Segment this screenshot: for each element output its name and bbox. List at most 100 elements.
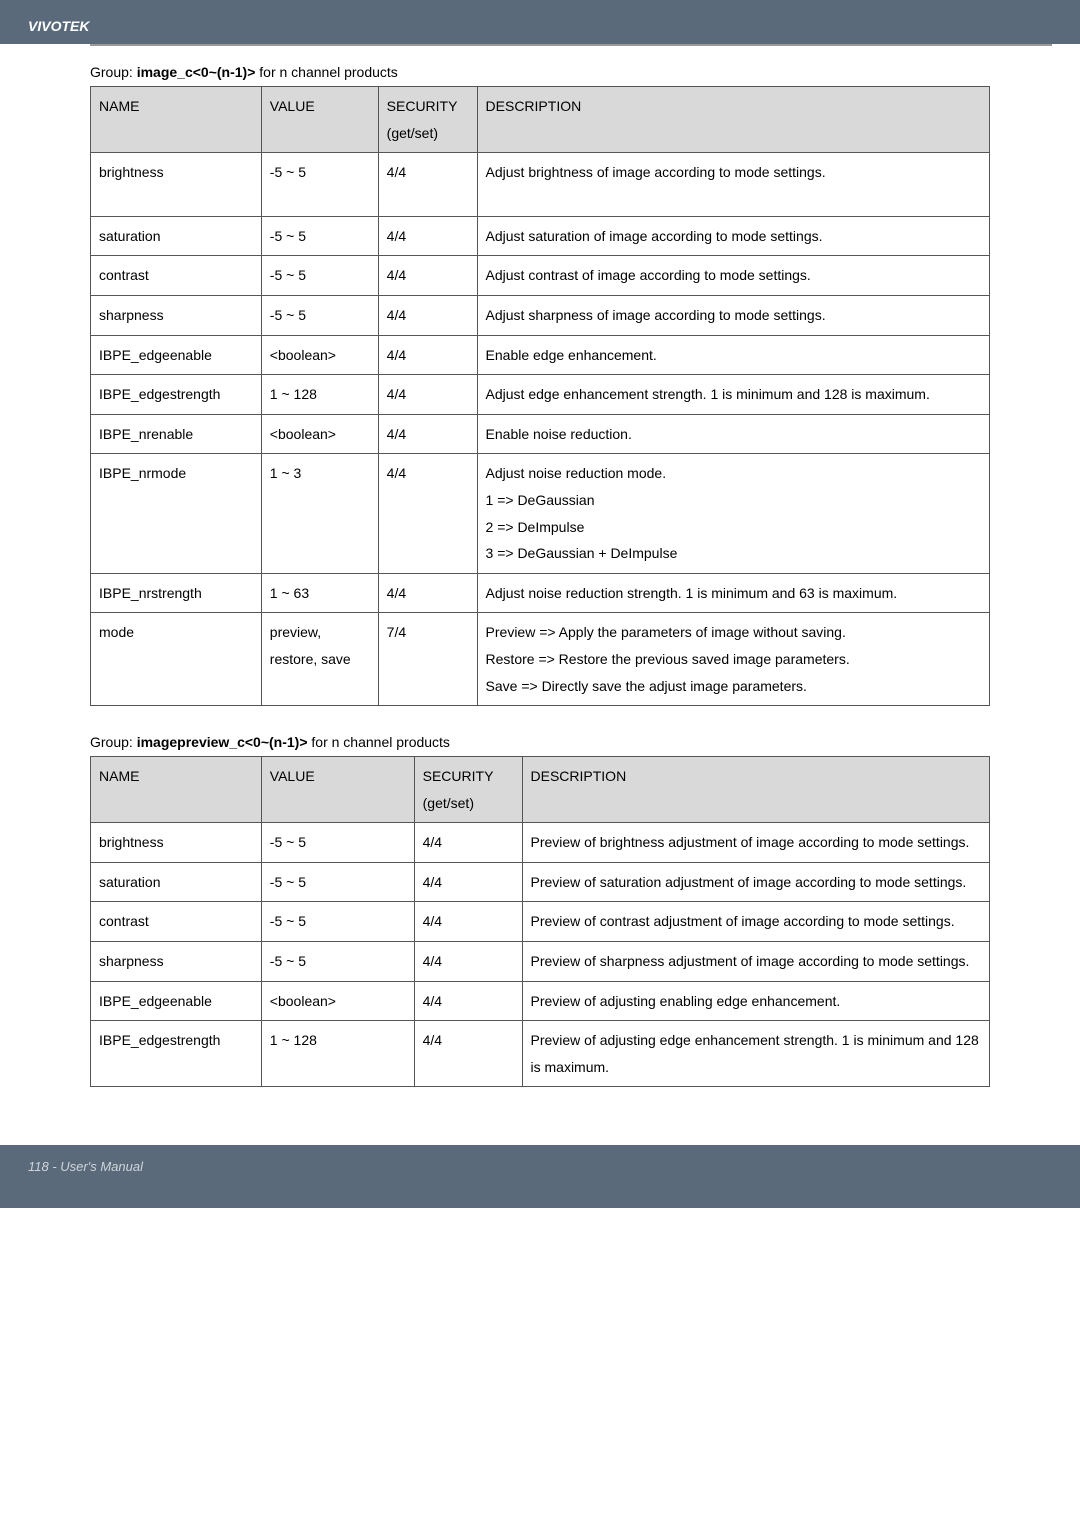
- cell-value: 1 ~ 3: [261, 454, 378, 573]
- cell-description: Preview of sharpness adjustment of image…: [522, 942, 990, 982]
- cell-security: 4/4: [378, 414, 477, 454]
- cell-value: 1 ~ 63: [261, 573, 378, 613]
- cell-name: IBPE_edgeenable: [91, 335, 262, 375]
- page-footer: 118 - User's Manual: [0, 1145, 1080, 1208]
- cell-security: 4/4: [414, 1021, 522, 1087]
- col-name: NAME: [91, 757, 262, 823]
- col-description: DESCRIPTION: [477, 87, 989, 153]
- cell-value: -5 ~ 5: [261, 862, 414, 902]
- cell-description: Adjust edge enhancement strength. 1 is m…: [477, 375, 989, 415]
- cell-value: -5 ~ 5: [261, 256, 378, 296]
- cell-description: Preview of saturation adjustment of imag…: [522, 862, 990, 902]
- cell-security: 4/4: [378, 375, 477, 415]
- table-row: IBPE_edgeenable<boolean>4/4Preview of ad…: [91, 981, 990, 1021]
- cell-description: Preview => Apply the parameters of image…: [477, 613, 989, 706]
- cell-name: contrast: [91, 902, 262, 942]
- cell-value: -5 ~ 5: [261, 902, 414, 942]
- cell-security: 4/4: [378, 573, 477, 613]
- cell-value: <boolean>: [261, 981, 414, 1021]
- cell-security: 4/4: [414, 902, 522, 942]
- table-row: contrast-5 ~ 54/4Preview of contrast adj…: [91, 902, 990, 942]
- cell-name: contrast: [91, 256, 262, 296]
- cell-value: 1 ~ 128: [261, 1021, 414, 1087]
- table-header-row: NAME VALUE SECURITY (get/set) DESCRIPTIO…: [91, 757, 990, 823]
- col-value: VALUE: [261, 87, 378, 153]
- col-security: SECURITY (get/set): [378, 87, 477, 153]
- table2-caption: Group: imagepreview_c<0~(n-1)> for n cha…: [90, 734, 990, 750]
- cell-security: 4/4: [378, 335, 477, 375]
- cell-value: -5 ~ 5: [261, 216, 378, 256]
- cell-description: Adjust noise reduction strength. 1 is mi…: [477, 573, 989, 613]
- cell-security: 4/4: [414, 981, 522, 1021]
- table-row: sharpness-5 ~ 54/4Preview of sharpness a…: [91, 942, 990, 982]
- image-params-table: NAME VALUE SECURITY (get/set) DESCRIPTIO…: [90, 86, 990, 706]
- cell-description: Adjust sharpness of image according to m…: [477, 295, 989, 335]
- footer-text: 118 - User's Manual: [28, 1159, 143, 1174]
- cell-security: 4/4: [378, 454, 477, 573]
- table-row: brightness-5 ~ 54/4Preview of brightness…: [91, 823, 990, 863]
- cell-description: Preview of adjusting enabling edge enhan…: [522, 981, 990, 1021]
- imagepreview-params-table: NAME VALUE SECURITY (get/set) DESCRIPTIO…: [90, 756, 990, 1087]
- col-security: SECURITY (get/set): [414, 757, 522, 823]
- cell-value: -5 ~ 5: [261, 942, 414, 982]
- table-row: saturation-5 ~ 54/4Adjust saturation of …: [91, 216, 990, 256]
- cell-security: 4/4: [378, 295, 477, 335]
- cell-security: 7/4: [378, 613, 477, 706]
- cell-value: <boolean>: [261, 414, 378, 454]
- table-row: brightness-5 ~ 54/4Adjust brightness of …: [91, 153, 990, 217]
- col-description: DESCRIPTION: [522, 757, 990, 823]
- table2-caption-suffix: for n channel products: [308, 734, 450, 750]
- cell-description: Preview of adjusting edge enhancement st…: [522, 1021, 990, 1087]
- table-row: IBPE_edgeenable<boolean>4/4Enable edge e…: [91, 335, 990, 375]
- col-name: NAME: [91, 87, 262, 153]
- table-row: saturation-5 ~ 54/4Preview of saturation…: [91, 862, 990, 902]
- cell-value: <boolean>: [261, 335, 378, 375]
- cell-name: IBPE_nrenable: [91, 414, 262, 454]
- col-value: VALUE: [261, 757, 414, 823]
- cell-description: Adjust contrast of image according to mo…: [477, 256, 989, 296]
- table1-caption-prefix: Group:: [90, 64, 137, 80]
- table-header-row: NAME VALUE SECURITY (get/set) DESCRIPTIO…: [91, 87, 990, 153]
- page-header: VIVOTEK: [0, 0, 1080, 44]
- cell-security: 4/4: [378, 216, 477, 256]
- cell-name: mode: [91, 613, 262, 706]
- cell-description: Preview of contrast adjustment of image …: [522, 902, 990, 942]
- table-row: IBPE_edgestrength1 ~ 1284/4Adjust edge e…: [91, 375, 990, 415]
- table2-caption-group: imagepreview_c<0~(n-1)>: [137, 734, 308, 750]
- table-row: modepreview, restore, save7/4Preview => …: [91, 613, 990, 706]
- cell-description: Adjust noise reduction mode.1 => DeGauss…: [477, 454, 989, 573]
- table-row: IBPE_nrmode1 ~ 34/4Adjust noise reductio…: [91, 454, 990, 573]
- cell-name: IBPE_edgeenable: [91, 981, 262, 1021]
- cell-value: -5 ~ 5: [261, 295, 378, 335]
- cell-description: Enable edge enhancement.: [477, 335, 989, 375]
- cell-value: 1 ~ 128: [261, 375, 378, 415]
- table-row: contrast-5 ~ 54/4Adjust contrast of imag…: [91, 256, 990, 296]
- cell-value: preview, restore, save: [261, 613, 378, 706]
- cell-name: sharpness: [91, 942, 262, 982]
- cell-name: brightness: [91, 823, 262, 863]
- table1-caption: Group: image_c<0~(n-1)> for n channel pr…: [90, 64, 990, 80]
- cell-description: Enable noise reduction.: [477, 414, 989, 454]
- table-row: IBPE_edgestrength1 ~ 1284/4Preview of ad…: [91, 1021, 990, 1087]
- cell-security: 4/4: [414, 862, 522, 902]
- page-content: Group: image_c<0~(n-1)> for n channel pr…: [0, 46, 1080, 1145]
- cell-name: brightness: [91, 153, 262, 217]
- table-row: IBPE_nrstrength1 ~ 634/4Adjust noise red…: [91, 573, 990, 613]
- cell-security: 4/4: [378, 256, 477, 296]
- cell-security: 4/4: [378, 153, 477, 217]
- table1-caption-suffix: for n channel products: [255, 64, 397, 80]
- cell-security: 4/4: [414, 823, 522, 863]
- cell-name: saturation: [91, 216, 262, 256]
- table2-caption-prefix: Group:: [90, 734, 137, 750]
- table-row: sharpness-5 ~ 54/4Adjust sharpness of im…: [91, 295, 990, 335]
- cell-name: IBPE_nrstrength: [91, 573, 262, 613]
- cell-name: saturation: [91, 862, 262, 902]
- cell-description: Adjust saturation of image according to …: [477, 216, 989, 256]
- cell-security: 4/4: [414, 942, 522, 982]
- cell-name: IBPE_nrmode: [91, 454, 262, 573]
- cell-name: IBPE_edgestrength: [91, 1021, 262, 1087]
- table1-caption-group: image_c<0~(n-1)>: [137, 64, 256, 80]
- cell-value: -5 ~ 5: [261, 823, 414, 863]
- table-row: IBPE_nrenable<boolean>4/4Enable noise re…: [91, 414, 990, 454]
- cell-description: Adjust brightness of image according to …: [477, 153, 989, 217]
